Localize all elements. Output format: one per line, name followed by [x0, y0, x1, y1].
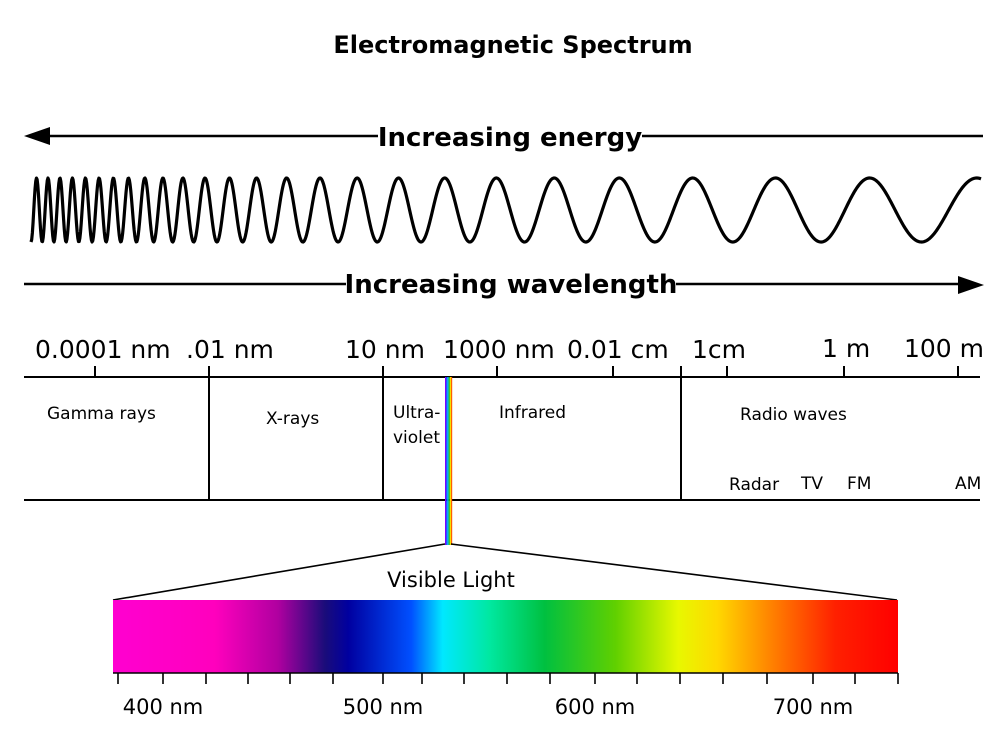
- visible-spectrum-bar: [113, 600, 898, 673]
- band-gamma: Gamma rays: [47, 404, 156, 424]
- band-radio: Radio waves: [740, 405, 847, 425]
- scale-label: 100 m: [904, 334, 984, 363]
- scale-label: 1cm: [692, 335, 746, 364]
- subband-radar: Radar: [729, 475, 779, 495]
- band-ultraviolet-line1: Ultra-: [393, 403, 440, 423]
- visible-light-label: Visible Light: [387, 568, 515, 592]
- wavelength-arrow: [24, 276, 984, 294]
- visible-tick-label: 700 nm: [773, 695, 854, 719]
- scale-label: 0.01 cm: [567, 335, 669, 364]
- zoom-lines: [112, 543, 898, 601]
- scale-label: 10 nm: [345, 335, 425, 364]
- scale-label: .01 nm: [186, 335, 274, 364]
- wavelength-arrowhead: [958, 276, 984, 294]
- subband-am: AM: [955, 474, 981, 494]
- scale-label: 1 m: [822, 334, 870, 363]
- energy-label: Increasing energy: [378, 123, 642, 153]
- visible-tick-label: 600 nm: [555, 695, 636, 719]
- scale-label: 1000 nm: [443, 335, 555, 364]
- wave-line: [29, 176, 982, 244]
- visible-tick-label: 400 nm: [123, 695, 204, 719]
- energy-arrowhead: [24, 127, 50, 145]
- wavelength-label: Increasing wavelength: [345, 270, 678, 300]
- visible-tick-label: 500 nm: [343, 695, 424, 719]
- band-ultraviolet-line2: violet: [393, 428, 440, 448]
- scale-label: 0.0001 nm: [35, 335, 171, 364]
- subband-fm: FM: [847, 474, 871, 494]
- band-xrays: X-rays: [266, 409, 319, 429]
- energy-arrow: [24, 127, 983, 145]
- diagram-title: Electromagnetic Spectrum: [333, 31, 692, 59]
- visible-strip: [445, 377, 453, 545]
- band-infrared: Infrared: [499, 403, 566, 423]
- band-table: [24, 366, 980, 501]
- wavelength-scale: 0.0001 nm .01 nm 10 nm 1000 nm 0.01 cm 1…: [35, 334, 984, 364]
- visible-axis: [113, 672, 899, 684]
- subband-tv: TV: [800, 474, 823, 494]
